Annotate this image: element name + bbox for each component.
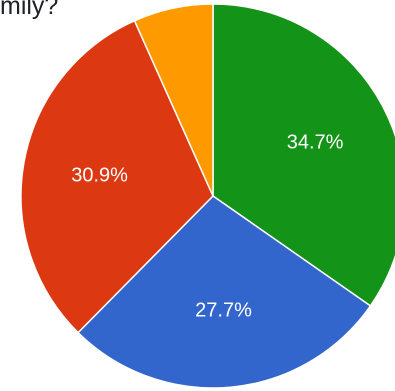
pie-slice-unlabeled-3 <box>133 3 214 197</box>
pie-slice-label: 27.7% <box>195 300 252 322</box>
pie-slice-label: 34.7% <box>287 132 344 154</box>
pie-slice-27-7pct <box>77 195 372 389</box>
pie-slice-label: 30.9% <box>71 165 128 187</box>
question-title: mily? <box>0 0 59 20</box>
pie-slice-30-9pct <box>20 19 214 334</box>
